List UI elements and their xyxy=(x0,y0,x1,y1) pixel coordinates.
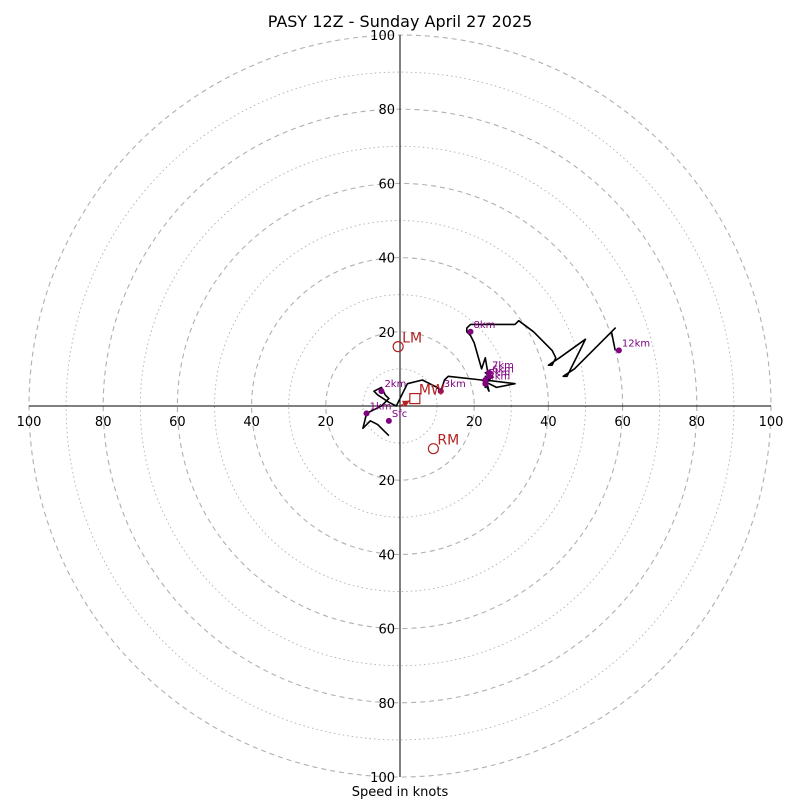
tick-label-left: 60 xyxy=(169,415,186,430)
height-label: 1km xyxy=(370,401,392,412)
height-label: 6km xyxy=(492,364,514,375)
tick-label-right: 80 xyxy=(689,415,706,430)
height-label: 7km xyxy=(492,361,514,372)
tick-label-down: 40 xyxy=(378,548,395,563)
height-point xyxy=(486,369,493,376)
mean-wind-arrow xyxy=(399,400,411,408)
x-axis-label: Speed in knots xyxy=(352,785,449,800)
height-point xyxy=(467,328,474,335)
mean-wind-marker xyxy=(409,392,421,405)
height-label: 4km xyxy=(488,372,510,383)
height-point xyxy=(482,377,489,384)
tick-label-up: 20 xyxy=(378,326,395,341)
tick-label-left: 80 xyxy=(95,415,112,430)
tick-label-right: 100 xyxy=(759,415,784,430)
height-point xyxy=(363,410,370,417)
storm-motion-label: LM xyxy=(402,331,422,347)
storm-motion-marker xyxy=(392,341,404,353)
storm-motion-markers: LM RM MW xyxy=(392,331,459,455)
tick-label-up: 100 xyxy=(370,29,395,44)
height-label: 12km xyxy=(622,338,650,349)
tick-label-down: 80 xyxy=(378,697,395,712)
height-label: 5km xyxy=(488,368,510,379)
tick-labels: 20 40 60 80 100 20 40 60 80 100 20 40 60 80 100 20 40 60 8… xyxy=(17,29,784,786)
tick-label-left: 20 xyxy=(318,415,335,430)
tick-label-right: 60 xyxy=(614,415,631,430)
tick-label-up: 80 xyxy=(378,103,395,118)
height-point xyxy=(378,388,385,395)
height-point xyxy=(615,347,622,354)
tick-label-right: 40 xyxy=(540,415,557,430)
tick-label-down: 60 xyxy=(378,623,395,638)
tick-label-left: 100 xyxy=(17,415,42,430)
storm-motion-label: RM xyxy=(437,433,459,449)
tick-label-down: 100 xyxy=(370,771,395,786)
height-point xyxy=(385,417,392,424)
tick-label-right: 20 xyxy=(466,415,483,430)
storm-motion-label: MW xyxy=(419,383,445,399)
height-label: 8km xyxy=(473,320,495,331)
height-point xyxy=(437,388,444,395)
height-label: 3km xyxy=(444,379,466,390)
height-label: Sfc xyxy=(392,409,407,420)
tick-label-down: 20 xyxy=(378,474,395,489)
storm-motion-marker xyxy=(427,443,439,455)
chart-title: PASY 12Z - Sunday April 27 2025 xyxy=(268,12,533,31)
tick-label-up: 40 xyxy=(378,252,395,267)
tick-label-left: 40 xyxy=(243,415,260,430)
tick-label-up: 60 xyxy=(378,177,395,192)
height-label: 2km xyxy=(384,379,406,390)
